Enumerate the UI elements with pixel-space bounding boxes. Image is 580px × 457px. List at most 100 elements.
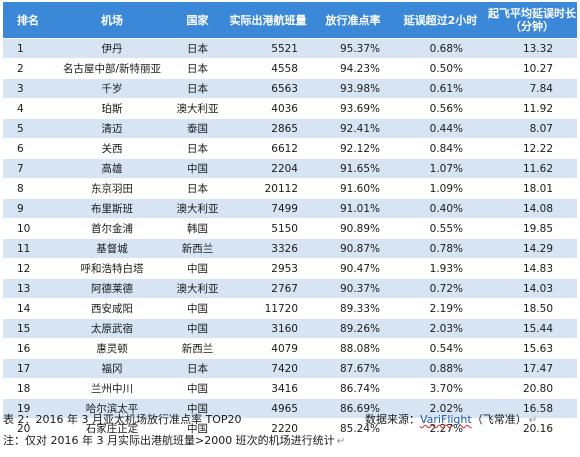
cell-delay-over-2h: 0.61% bbox=[429, 82, 463, 95]
cell-country: 澳大利亚 bbox=[176, 103, 219, 115]
cell-ontime-rate: 91.01% bbox=[339, 202, 380, 215]
cell-delay-over-2h: 1.93% bbox=[429, 262, 463, 275]
cell-avg-delay: 20.16 bbox=[522, 422, 553, 435]
table-row: 18 兰州中川 中国 3416 86.74% 3.70% 20.80 bbox=[3, 378, 577, 399]
cell-airport: 呼和浩特白塔 bbox=[80, 263, 144, 275]
cell-rank: 19 bbox=[17, 402, 31, 415]
cell-airport: 太原武宿 bbox=[91, 323, 133, 335]
header-avg-delay-line1: 起飞平均延误时长 bbox=[488, 7, 576, 20]
cell-delay-over-2h: 0.54% bbox=[429, 342, 463, 355]
cell-delay-over-2h: 0.72% bbox=[429, 282, 463, 295]
cell-airport: 兰州中川 bbox=[91, 383, 133, 395]
cell-departures: 6612 bbox=[271, 142, 298, 155]
table-row: 19 哈尔滨太平 中国 4965 86.69% 2.02% 16.58 bbox=[3, 398, 577, 419]
cell-country: 新西兰 bbox=[181, 343, 214, 355]
cell-departures: 2767 bbox=[271, 282, 298, 295]
cell-airport: 珀斯 bbox=[101, 103, 123, 115]
cell-avg-delay: 20.80 bbox=[522, 382, 553, 395]
header-country: 国家 bbox=[171, 2, 224, 39]
cell-ontime-rate: 86.74% bbox=[339, 382, 380, 395]
cell-airport: 清迈 bbox=[101, 123, 123, 135]
cell-ontime-rate: 94.23% bbox=[339, 62, 380, 75]
cell-rank: 12 bbox=[17, 262, 31, 275]
cell-rank: 3 bbox=[17, 82, 24, 95]
cell-rank: 7 bbox=[17, 162, 24, 175]
cell-ontime-rate: 95.37% bbox=[339, 42, 380, 55]
cell-ontime-rate: 89.26% bbox=[339, 322, 380, 335]
cell-avg-delay: 19.85 bbox=[522, 222, 553, 235]
cell-rank: 13 bbox=[17, 282, 31, 295]
cell-country: 日本 bbox=[187, 43, 208, 55]
cell-country: 日本 bbox=[187, 363, 208, 375]
cell-rank: 9 bbox=[17, 202, 24, 215]
cell-departures: 3160 bbox=[271, 322, 298, 335]
paragraph-mark-icon: ↵ bbox=[336, 436, 346, 447]
cell-departures: 4558 bbox=[271, 62, 298, 75]
cell-rank: 17 bbox=[17, 362, 31, 375]
cell-airport: 首尔金浦 bbox=[91, 223, 133, 235]
table-caption: 表 2：2016 年 3 月亚太机场放行准点率 TOP20 bbox=[3, 413, 242, 426]
cell-country: 澳大利亚 bbox=[176, 283, 219, 295]
cell-delay-over-2h: 0.40% bbox=[429, 202, 463, 215]
cell-airport: 名古屋中部/新特丽亚 bbox=[62, 63, 162, 75]
cell-rank: 15 bbox=[17, 322, 31, 335]
cell-airport: 福冈 bbox=[101, 363, 123, 375]
cell-rank: 6 bbox=[17, 142, 24, 155]
table-row: 1 伊丹 日本 5521 95.37% 0.68% 13.32 bbox=[3, 38, 577, 59]
cell-ontime-rate: 93.69% bbox=[339, 102, 380, 115]
cell-avg-delay: 14.03 bbox=[522, 282, 553, 295]
table-row: 13 阿德莱德 澳大利亚 2767 90.37% 0.72% 14.03 bbox=[3, 278, 577, 299]
cell-avg-delay: 14.08 bbox=[522, 202, 553, 215]
cell-avg-delay: 12.22 bbox=[522, 142, 553, 155]
cell-avg-delay: 13.32 bbox=[522, 42, 553, 55]
cell-avg-delay: 18.50 bbox=[522, 302, 553, 315]
cell-delay-over-2h: 1.07% bbox=[429, 162, 463, 175]
cell-departures: 2953 bbox=[271, 262, 298, 275]
cell-departures: 3326 bbox=[271, 242, 298, 255]
cell-ontime-rate: 93.98% bbox=[339, 82, 380, 95]
cell-avg-delay: 17.47 bbox=[522, 362, 553, 375]
cell-departures: 7499 bbox=[271, 202, 298, 215]
cell-avg-delay: 11.92 bbox=[522, 102, 553, 115]
table-row: 17 福冈 日本 7420 87.67% 0.88% 17.47 bbox=[3, 358, 577, 379]
cell-airport: 石家庄正定 bbox=[85, 423, 139, 435]
source-link[interactable]: VariFlight bbox=[420, 413, 472, 426]
table-row: 4 珀斯 澳大利亚 4036 93.69% 0.56% 11.92 bbox=[3, 98, 577, 119]
cell-avg-delay: 18.01 bbox=[522, 182, 553, 195]
cell-delay-over-2h: 0.68% bbox=[429, 42, 463, 55]
cell-airport: 千岁 bbox=[101, 83, 123, 95]
cell-rank: 10 bbox=[17, 222, 31, 235]
cell-country: 韩国 bbox=[187, 223, 208, 235]
cell-delay-over-2h: 1.09% bbox=[429, 182, 463, 195]
cell-country: 中国 bbox=[187, 303, 208, 315]
cell-country: 新西兰 bbox=[181, 243, 214, 255]
cell-departures: 7420 bbox=[271, 362, 298, 375]
cell-delay-over-2h: 0.88% bbox=[429, 362, 463, 375]
cell-ontime-rate: 91.60% bbox=[339, 182, 380, 195]
cell-departures: 4965 bbox=[271, 402, 298, 415]
cell-ontime-rate: 92.41% bbox=[339, 122, 380, 135]
cell-ontime-rate: 88.08% bbox=[339, 342, 380, 355]
cell-delay-over-2h: 2.19% bbox=[429, 302, 463, 315]
table-row: 2 名古屋中部/新特丽亚 日本 4558 94.23% 0.50% 10.27 bbox=[3, 58, 577, 79]
header-rank: 排名 bbox=[3, 2, 53, 39]
cell-country: 日本 bbox=[187, 63, 208, 75]
cell-avg-delay: 7.84 bbox=[529, 82, 553, 95]
cell-departures: 5521 bbox=[271, 42, 298, 55]
table-row: 10 首尔金浦 韩国 5150 90.89% 0.55% 19.85 bbox=[3, 218, 577, 239]
table-note: 注：仅对 2016 年 3 月实际出港航班量>2000 班次的机场进行统计 ↵ bbox=[3, 432, 345, 448]
cell-avg-delay: 11.62 bbox=[522, 162, 553, 175]
note-text: 注：仅对 2016 年 3 月实际出港航班量>2000 班次的机场进行统计 bbox=[3, 434, 335, 447]
cell-avg-delay: 16.58 bbox=[522, 402, 553, 415]
cell-delay-over-2h: 0.56% bbox=[429, 102, 463, 115]
header-airport: 机场 bbox=[53, 2, 171, 39]
header-ontime-rate: 放行准点率 bbox=[312, 2, 394, 39]
data-source: 数据来源：VariFlight（飞常准） ↵ bbox=[365, 411, 537, 427]
table-row: 8 东京羽田 日本 20112 91.60% 1.09% 18.01 bbox=[3, 178, 577, 199]
cell-airport: 高雄 bbox=[101, 163, 123, 175]
cell-ontime-rate: 90.89% bbox=[339, 222, 380, 235]
cell-ontime-rate: 90.37% bbox=[339, 282, 380, 295]
cell-airport: 阿德莱德 bbox=[91, 283, 133, 295]
cell-avg-delay: 14.83 bbox=[522, 262, 553, 275]
table-row: 3 千岁 日本 6563 93.98% 0.61% 7.84 bbox=[3, 78, 577, 99]
